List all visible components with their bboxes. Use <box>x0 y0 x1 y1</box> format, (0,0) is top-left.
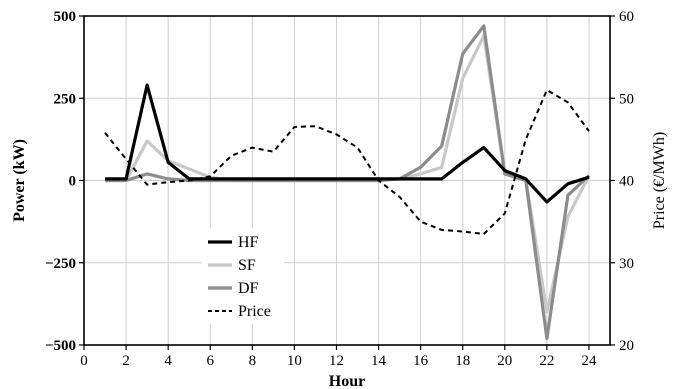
legend-label-sf: SF <box>238 257 256 274</box>
plot-series <box>104 24 591 340</box>
y-left-tick-label: 0 <box>69 174 77 190</box>
y-left-tick-label: 250 <box>54 91 77 107</box>
legend-label-hf: HF <box>238 234 259 251</box>
y-axis-title-right: Price (€/MWh) <box>651 132 668 229</box>
y-left-tick-label: 500 <box>54 9 77 25</box>
x-tick-label: 20 <box>497 353 512 369</box>
x-tick-label: 22 <box>539 353 554 369</box>
series-line-hf <box>105 83 590 204</box>
x-tick-label: 0 <box>80 353 88 369</box>
legend-box <box>202 228 284 324</box>
y-left-tick-label: −250 <box>45 256 76 272</box>
x-tick-label: 18 <box>455 353 470 369</box>
x-tick-label: 6 <box>206 353 214 369</box>
ticks: 0 2 4 6 8 10 12 14 16 18 20 22 245002500−250−5006050… <box>45 9 634 369</box>
y-right-tick-label: 40 <box>619 174 634 190</box>
legend: HF SF DF Price <box>202 228 284 324</box>
y-right-tick-label: 50 <box>619 91 634 107</box>
y-right-tick-label: 60 <box>619 9 634 25</box>
y-right-tick-label: 30 <box>619 256 634 272</box>
x-tick-label: 24 <box>581 353 597 369</box>
legend-label-df: DF <box>238 280 259 297</box>
series-line-price <box>104 89 590 235</box>
y-axis-title-left: Power (kW) <box>11 139 28 222</box>
x-tick-label: 12 <box>329 353 344 369</box>
legend-label-price: Price <box>238 303 271 320</box>
x-tick-label: 4 <box>164 353 172 369</box>
y-left-tick-label: −500 <box>45 338 76 354</box>
series-line-df <box>105 24 591 340</box>
x-tick-label: 2 <box>122 353 130 369</box>
y-right-tick-label: 20 <box>619 338 634 354</box>
x-tick-label: 14 <box>371 353 387 369</box>
x-tick-label: 16 <box>413 353 429 369</box>
x-tick-label: 8 <box>249 353 257 369</box>
x-axis-title: Hour <box>329 373 365 389</box>
x-tick-label: 10 <box>287 353 302 369</box>
